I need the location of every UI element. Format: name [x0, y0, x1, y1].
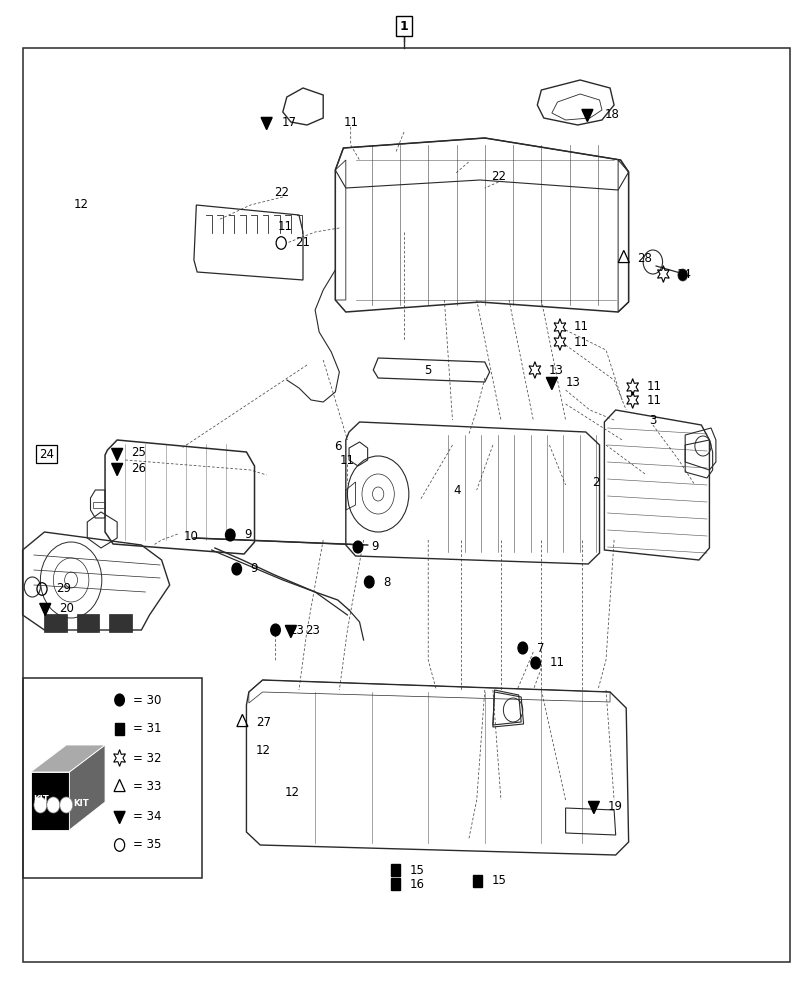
Circle shape: [115, 694, 124, 706]
Text: = 30: = 30: [133, 694, 161, 706]
Text: 22: 22: [274, 186, 288, 198]
Polygon shape: [112, 448, 123, 461]
Polygon shape: [31, 772, 69, 830]
Circle shape: [34, 797, 47, 813]
Circle shape: [47, 797, 60, 813]
Text: = 31: = 31: [133, 722, 161, 736]
Polygon shape: [582, 109, 593, 122]
Text: = 35: = 35: [133, 838, 161, 852]
Text: = 34: = 34: [133, 810, 161, 822]
Text: 12: 12: [74, 198, 89, 212]
Text: 20: 20: [59, 601, 74, 614]
Text: KIT: KIT: [73, 800, 89, 808]
Bar: [391, 864, 401, 876]
Circle shape: [364, 576, 374, 588]
Text: 12: 12: [256, 744, 271, 758]
Text: 11: 11: [278, 221, 292, 233]
Polygon shape: [114, 811, 125, 824]
Text: 11: 11: [646, 393, 662, 406]
Text: 11: 11: [340, 454, 355, 466]
Circle shape: [232, 563, 242, 575]
Text: 28: 28: [638, 251, 652, 264]
Circle shape: [353, 541, 363, 553]
Text: 5: 5: [424, 363, 432, 376]
Polygon shape: [546, 377, 558, 390]
Circle shape: [60, 797, 73, 813]
Text: 15: 15: [491, 874, 506, 888]
Text: 14: 14: [677, 267, 692, 280]
Text: 11: 11: [574, 336, 589, 349]
Polygon shape: [261, 117, 272, 130]
Text: 18: 18: [604, 107, 619, 120]
Bar: [391, 878, 401, 890]
Bar: [77, 614, 99, 632]
Circle shape: [225, 529, 235, 541]
Text: 11: 11: [343, 116, 358, 129]
Circle shape: [678, 269, 688, 281]
Text: 21: 21: [295, 236, 310, 249]
Circle shape: [531, 657, 541, 669]
Polygon shape: [69, 745, 105, 830]
Text: 29: 29: [56, 582, 71, 595]
Text: 10: 10: [184, 530, 199, 542]
Circle shape: [271, 624, 280, 636]
Text: 25: 25: [131, 446, 145, 460]
Circle shape: [518, 642, 528, 654]
Bar: [44, 614, 67, 632]
Text: 24: 24: [40, 448, 54, 460]
Text: 13: 13: [566, 375, 580, 388]
Polygon shape: [285, 625, 297, 638]
Text: 9: 9: [372, 540, 379, 554]
Text: 9: 9: [244, 528, 251, 542]
Text: 22: 22: [491, 170, 506, 184]
Text: 2: 2: [592, 477, 600, 489]
Text: 27: 27: [256, 716, 271, 728]
Bar: [23, 678, 202, 878]
Text: 17: 17: [281, 115, 297, 128]
Text: 1: 1: [400, 19, 408, 32]
Text: = 32: = 32: [133, 752, 161, 764]
Text: 7: 7: [537, 642, 544, 654]
Text: = 33: = 33: [133, 780, 161, 794]
Bar: [473, 875, 482, 887]
Polygon shape: [588, 801, 600, 814]
Text: 11: 11: [646, 380, 662, 393]
Text: 12: 12: [285, 786, 300, 800]
Text: 11: 11: [574, 320, 589, 334]
Text: 23: 23: [305, 624, 320, 637]
Bar: [115, 723, 124, 735]
Polygon shape: [112, 463, 123, 476]
Text: 23: 23: [289, 624, 304, 637]
Polygon shape: [31, 745, 105, 772]
Text: KIT: KIT: [33, 796, 49, 804]
Text: 16: 16: [410, 878, 425, 890]
Polygon shape: [40, 603, 51, 616]
Text: 15: 15: [410, 863, 424, 876]
Text: 9: 9: [250, 562, 258, 576]
Text: 26: 26: [131, 462, 146, 475]
Text: 8: 8: [383, 576, 390, 588]
Text: 4: 4: [453, 484, 461, 496]
Bar: [109, 614, 132, 632]
Text: 6: 6: [334, 440, 342, 454]
Text: 3: 3: [649, 414, 657, 426]
Text: 13: 13: [549, 363, 563, 376]
Text: 19: 19: [608, 800, 623, 812]
Text: 11: 11: [549, 656, 565, 670]
